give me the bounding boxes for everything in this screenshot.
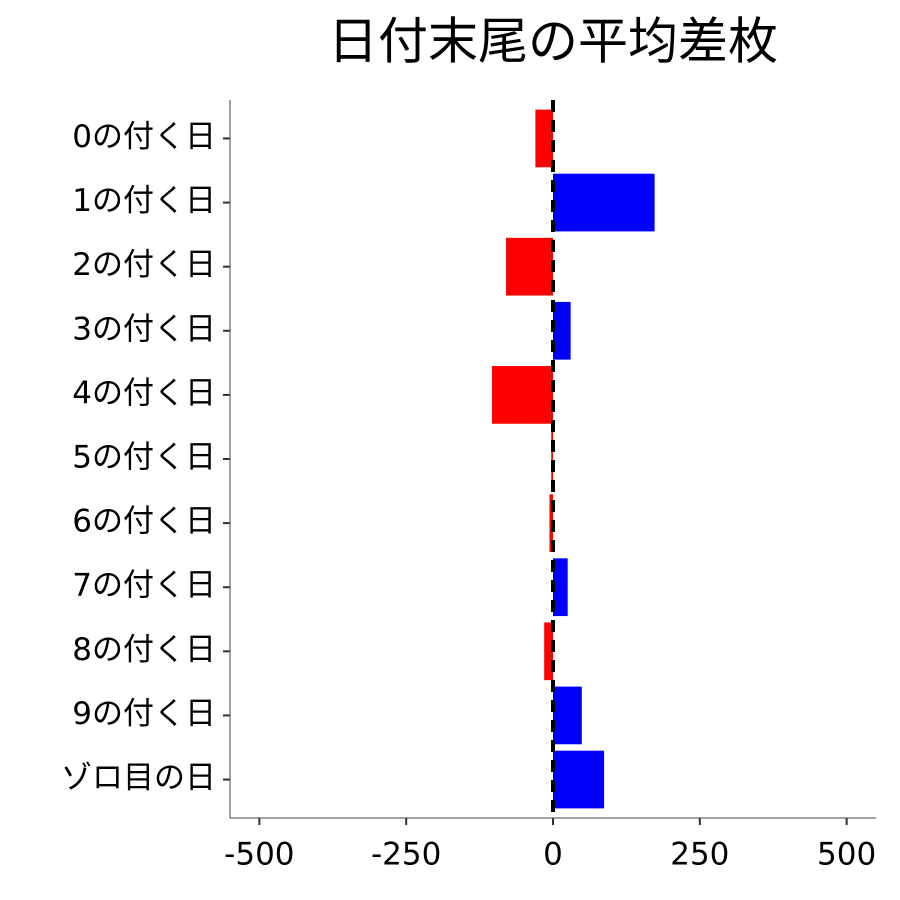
- bar: [535, 109, 553, 168]
- y-tick-label: 3の付く日: [72, 311, 216, 347]
- y-tick-label: 9の付く日: [72, 696, 216, 732]
- x-tick-label: 500: [817, 837, 876, 873]
- y-tick-label: 5の付く日: [72, 440, 216, 476]
- bar: [491, 366, 553, 424]
- y-tick-label: 6の付く日: [72, 504, 216, 540]
- y-tick-label: 1の付く日: [72, 183, 216, 219]
- bar: [553, 301, 571, 360]
- x-tick-label: 0: [543, 837, 563, 873]
- x-tick-label: -250: [371, 837, 441, 873]
- bar: [544, 622, 553, 681]
- y-tick-label: ゾロ目の日: [61, 760, 216, 796]
- x-tick-label: -500: [224, 837, 294, 873]
- y-tick-label: 7の付く日: [72, 568, 216, 604]
- bar: [553, 558, 568, 617]
- y-tick-label: 2の付く日: [72, 247, 216, 283]
- bar: [553, 750, 605, 809]
- y-tick-label: 0の付く日: [72, 119, 216, 155]
- chart-title: 日付末尾の平均差枚: [328, 13, 778, 71]
- x-tick-label: 250: [670, 837, 729, 873]
- bar: [551, 430, 553, 488]
- bar: [553, 686, 582, 745]
- bar: [506, 237, 553, 296]
- y-tick-label: 8の付く日: [72, 632, 216, 668]
- bar: [553, 173, 655, 232]
- y-tick-label: 4の付く日: [72, 375, 216, 411]
